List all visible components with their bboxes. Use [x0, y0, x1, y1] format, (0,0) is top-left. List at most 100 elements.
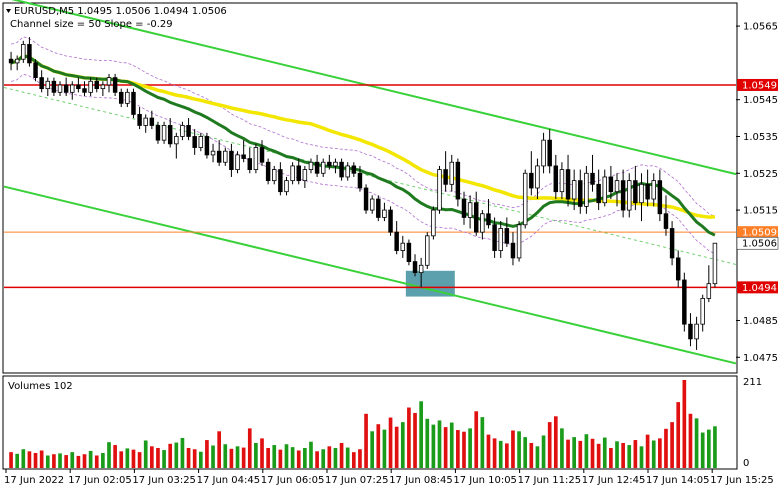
candle — [388, 206, 393, 236]
candle-body — [516, 224, 522, 259]
volume-bar — [137, 452, 142, 468]
candle — [669, 221, 675, 266]
volume-bar — [511, 430, 515, 468]
candle-body — [327, 161, 332, 167]
candle — [584, 165, 589, 214]
candle — [63, 77, 69, 96]
volume-bar — [456, 430, 460, 468]
volume-bar — [382, 429, 387, 468]
candle-body — [657, 180, 663, 215]
candle-body — [547, 139, 552, 167]
candle — [174, 132, 179, 159]
candle — [412, 254, 418, 277]
volume-bar — [462, 431, 466, 468]
candle — [131, 88, 136, 119]
candle — [382, 202, 387, 222]
candle-body — [302, 169, 308, 182]
candle-body — [70, 84, 75, 93]
volume-bar — [449, 422, 454, 468]
volume-bar — [211, 445, 215, 468]
candle — [70, 81, 75, 100]
volume-bar — [413, 412, 417, 468]
candle-body — [682, 279, 687, 325]
candle — [578, 169, 583, 214]
volume-bar — [633, 440, 638, 468]
volume-bar — [88, 450, 93, 468]
candle-body — [688, 323, 693, 340]
volume-bar — [143, 440, 148, 468]
candle — [418, 257, 424, 288]
volume-bar — [658, 438, 662, 468]
candle-body — [33, 62, 38, 79]
volume-bar — [553, 416, 558, 468]
level-tag-label: 1.0494 — [742, 283, 777, 294]
symbol-header: EURUSD,M5 1.0495 1.0506 1.0494 1.0506 — [14, 6, 227, 17]
volume-bar — [70, 452, 75, 468]
volume-bar — [523, 437, 528, 468]
candle — [510, 232, 516, 266]
candle — [498, 221, 503, 258]
candle — [633, 165, 638, 211]
candle — [27, 37, 32, 67]
highlight-zone-group — [405, 270, 455, 297]
candle — [137, 107, 142, 130]
candle — [473, 191, 479, 236]
candle — [76, 77, 81, 93]
volume-bar — [419, 401, 423, 468]
candle — [82, 81, 87, 96]
volume-bar — [247, 428, 252, 468]
candle-body — [192, 136, 197, 148]
volume-bar — [676, 402, 681, 468]
candle-body — [8, 58, 14, 64]
candle — [639, 173, 644, 222]
volume-bar — [27, 451, 32, 468]
candle-body — [216, 150, 222, 163]
price-axis: 1.0565 1.0545 1.0535 1.0525 1.0515 1.0485 1.04… — [736, 22, 778, 364]
candle-body — [76, 84, 81, 90]
volume-bar — [400, 422, 405, 468]
volume-bar — [517, 431, 521, 468]
volume-title: Volumes 102 — [8, 381, 73, 392]
candle-body — [161, 125, 167, 141]
volume-bar — [198, 451, 203, 468]
candle-body — [112, 77, 118, 93]
volume-bar — [694, 418, 699, 468]
candle-body — [400, 242, 406, 251]
candle — [614, 173, 620, 207]
candle-body — [565, 169, 571, 200]
candle — [425, 232, 430, 269]
candle — [51, 77, 57, 96]
candle-body — [180, 125, 185, 137]
candle — [529, 151, 534, 196]
candle — [406, 239, 412, 266]
candle — [143, 114, 148, 133]
candle-body — [247, 158, 253, 170]
candle — [602, 169, 608, 207]
volume-bar — [407, 407, 411, 468]
time-tick-label: 17 Jun 03:25 — [132, 475, 196, 486]
candle-body — [608, 176, 614, 193]
price-tick-label: 1.0545 — [743, 95, 778, 106]
candle-body — [27, 44, 32, 64]
candle-body — [320, 161, 326, 174]
price-tick-label: 1.0565 — [743, 22, 778, 33]
candle-body — [57, 84, 63, 93]
candle-body — [633, 180, 638, 204]
candle-body — [63, 84, 69, 93]
candle — [33, 59, 38, 82]
candle-body — [498, 228, 503, 251]
dropdown-triangle-icon[interactable] — [6, 9, 11, 13]
volume-bar — [492, 438, 497, 468]
candle-body — [278, 169, 283, 193]
candle-body — [118, 91, 124, 104]
candle-body — [694, 323, 699, 340]
candle — [712, 242, 718, 288]
candle — [369, 195, 375, 214]
candle-body — [712, 242, 718, 285]
volume-bar — [682, 380, 687, 468]
candle — [241, 140, 246, 163]
candle-body — [571, 180, 577, 200]
candle-body — [333, 161, 338, 167]
candle — [235, 151, 240, 174]
